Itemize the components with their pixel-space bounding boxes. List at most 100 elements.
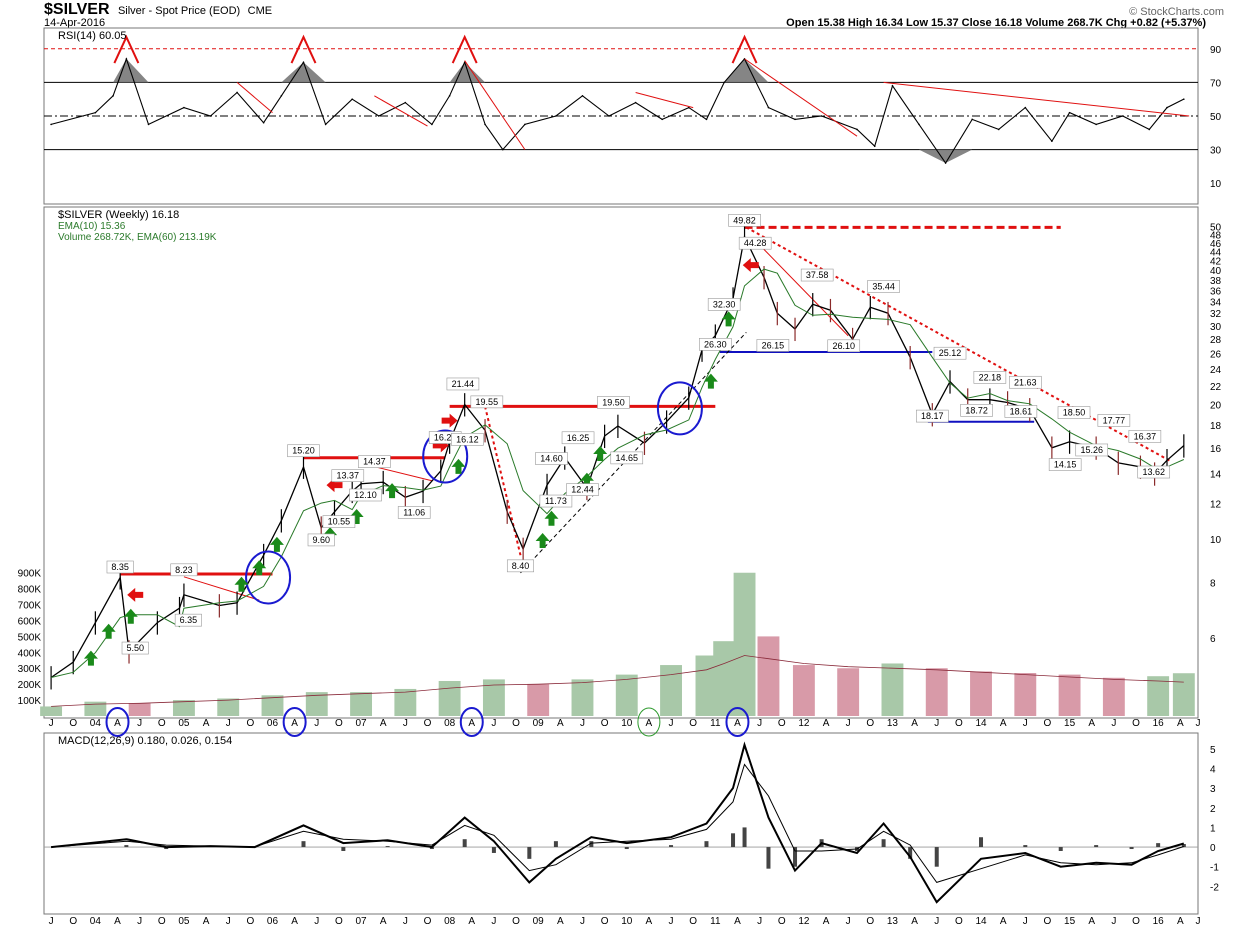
price-value-label: 13.37 xyxy=(337,471,360,481)
rsi-point xyxy=(891,84,894,87)
rsi-trendline xyxy=(635,91,694,109)
macd-histogram-bar xyxy=(341,847,346,851)
price-tick-label: 30 xyxy=(1210,322,1222,333)
price-label-box xyxy=(800,268,834,282)
rsi-peak-marker xyxy=(113,34,140,64)
price-x-tick-label: 15 xyxy=(1064,718,1076,729)
price-tick-label: 12 xyxy=(1210,500,1222,511)
price-label-box xyxy=(756,339,790,352)
price-x-tick-label: J xyxy=(757,718,762,729)
x-axis-circle xyxy=(459,707,484,737)
price-value-label: 18.50 xyxy=(1063,408,1086,418)
volume-bar xyxy=(970,671,992,716)
price-label-box xyxy=(539,494,573,508)
price-value-label: 26.30 xyxy=(704,339,727,349)
price-value-label: 21.63 xyxy=(1014,377,1037,387)
price-x-tick-label: J xyxy=(403,718,408,729)
rsi-point xyxy=(1068,111,1071,114)
macd-histogram-bar xyxy=(1094,845,1099,848)
price-trendline xyxy=(759,244,849,337)
price-label-box xyxy=(349,488,382,502)
price-label-box xyxy=(738,236,772,250)
macd-x-tick-label: A xyxy=(911,916,918,927)
macd-x-tick-label: J xyxy=(580,916,585,927)
price-x-tick-label: 16 xyxy=(1153,718,1165,729)
left-arrow xyxy=(742,258,759,273)
price-label-box xyxy=(707,298,741,311)
macd-histogram-bar xyxy=(1058,847,1063,851)
volume-tick-label: 200K xyxy=(18,680,42,691)
volume-tick-label: 800K xyxy=(18,585,42,596)
price-tick-label: 42 xyxy=(1210,256,1222,267)
price-tick-label: 40 xyxy=(1210,266,1222,277)
macd-x-tick-label: O xyxy=(335,916,343,927)
macd-x-tick-label: O xyxy=(512,916,520,927)
price-x-tick-label: J xyxy=(491,718,496,729)
price-x-tick-label: O xyxy=(512,718,520,729)
macd-histogram-bar xyxy=(527,847,532,859)
rsi-point xyxy=(280,95,283,97)
price-x-tick-label: A xyxy=(646,718,653,729)
macd-x-tick-label: O xyxy=(778,916,786,927)
price-x-tick-label: 05 xyxy=(178,718,190,729)
rsi-point xyxy=(377,115,380,117)
up-arrow xyxy=(579,472,594,488)
macd-tick-label: 5 xyxy=(1210,745,1216,756)
up-arrow xyxy=(385,483,400,499)
price-label-box xyxy=(358,455,391,468)
macd-x-tick-label: O xyxy=(866,916,874,927)
rsi-trendline xyxy=(883,81,1190,117)
macd-histogram-bar xyxy=(1023,845,1028,848)
macd-x-tick-label: O xyxy=(1132,916,1140,927)
rsi-peak-marker xyxy=(290,34,317,64)
macd-x-tick-label: 04 xyxy=(90,916,102,927)
macd-x-tick-label: O xyxy=(955,916,963,927)
volume-tick-label: 300K xyxy=(18,664,42,675)
macd-x-tick-label: A xyxy=(380,916,387,927)
volume-bar xyxy=(172,700,195,716)
macd-histogram-bar xyxy=(301,841,306,848)
volume-bar xyxy=(881,663,904,716)
price-label-box xyxy=(287,444,320,458)
volume-bar xyxy=(792,665,815,716)
left-arrow xyxy=(127,587,144,602)
rsi-point xyxy=(1024,106,1027,109)
rsi-point xyxy=(262,121,265,124)
rsi-point xyxy=(431,123,433,126)
up-arrow xyxy=(252,560,267,576)
price-x-tick-label: 04 xyxy=(90,718,102,729)
price-x-tick-label: O xyxy=(1132,718,1140,729)
price-x-tick-label: 10 xyxy=(621,718,633,729)
rsi-peak-marker xyxy=(451,34,478,64)
price-tick-label: 44 xyxy=(1210,247,1222,258)
up-arrow xyxy=(83,650,98,666)
macd-panel xyxy=(43,732,1199,915)
price-value-label: 13.62 xyxy=(1142,467,1165,477)
rsi-tick-label: 50 xyxy=(1210,112,1222,123)
price-x-tick-label: 07 xyxy=(355,718,367,729)
macd-x-tick-label: 14 xyxy=(975,916,987,927)
rsi-peak-marker xyxy=(731,34,758,64)
price-x-tick-label: A xyxy=(1088,718,1095,729)
macd-x-tick-label: J xyxy=(226,916,231,927)
macd-histogram-bar xyxy=(979,837,984,848)
price-x-tick-label: J xyxy=(1196,718,1201,729)
exchange: CME xyxy=(247,5,273,17)
price-label-box xyxy=(106,560,134,574)
price-value-label: 14.37 xyxy=(363,457,386,467)
volume-bar xyxy=(615,674,638,716)
price-label-box xyxy=(174,613,202,627)
price-label-box xyxy=(1004,405,1038,418)
volume-bar xyxy=(713,641,736,716)
volume-bar xyxy=(925,668,948,716)
price-value-label: 5.50 xyxy=(126,643,144,653)
macd-x-tick-label: A xyxy=(291,916,298,927)
price-label-box xyxy=(1057,406,1091,419)
macd-histogram-bar xyxy=(124,845,129,848)
macd-histogram-bar xyxy=(1156,843,1161,848)
x-axis-circle xyxy=(105,707,130,737)
x-axis-circle xyxy=(725,707,750,737)
volume-bar xyxy=(527,684,550,716)
macd-tick-label: -2 xyxy=(1210,882,1219,893)
